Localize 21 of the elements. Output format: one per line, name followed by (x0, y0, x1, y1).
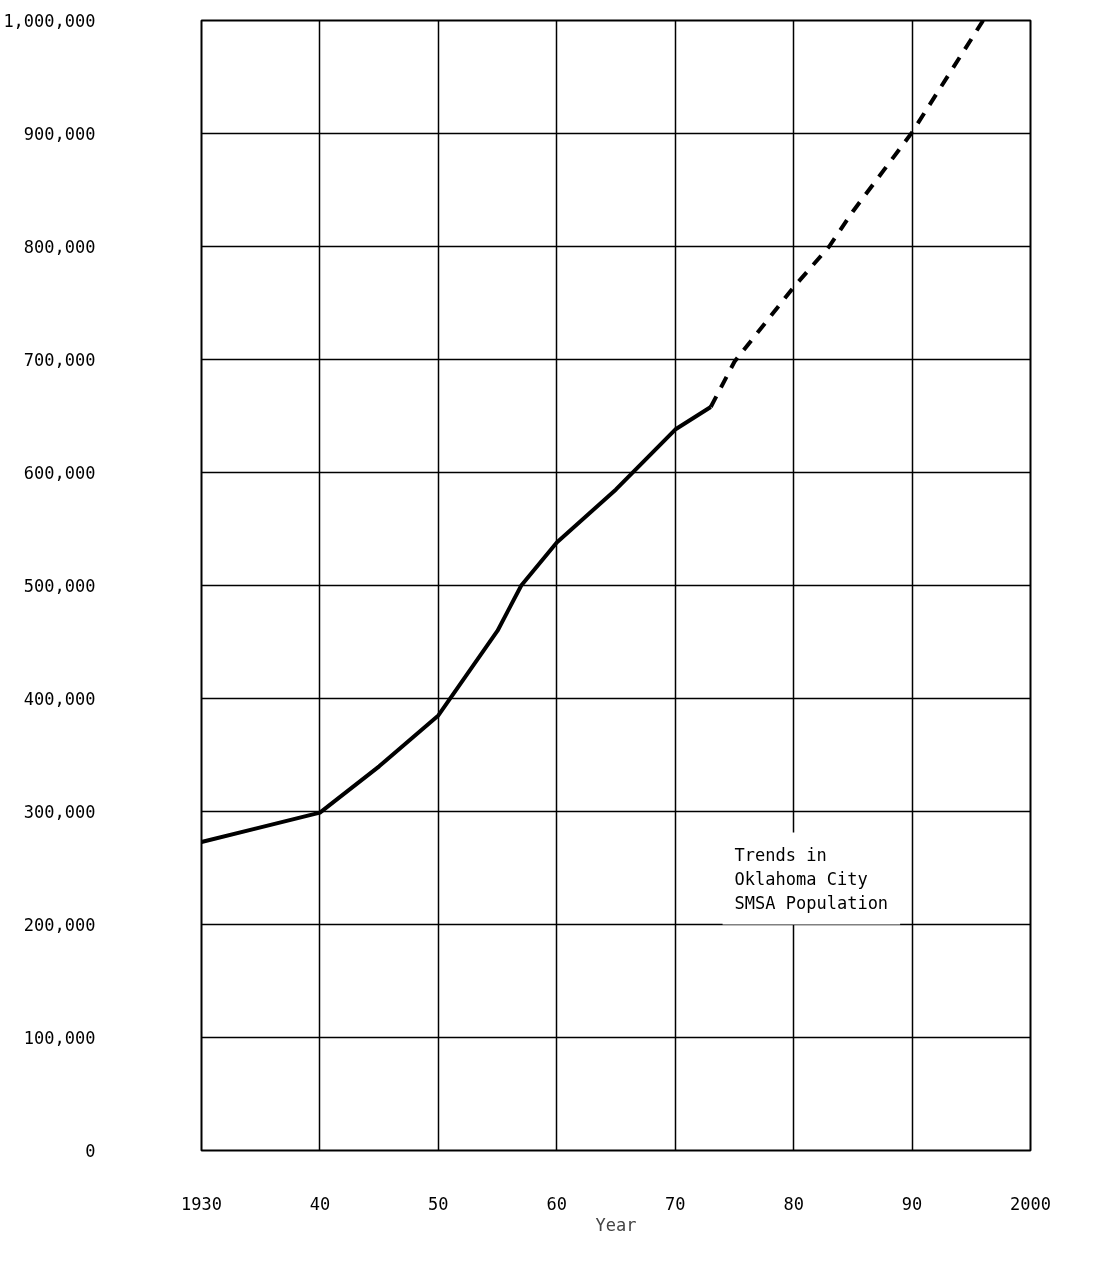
x-tick-label: 70 (664, 1193, 686, 1214)
y-tick-label: 900,000 (23, 124, 96, 144)
y-tick-label: 100,000 (23, 1028, 96, 1048)
annotation: Trends in Oklahoma City SMSA Population (734, 844, 889, 913)
y-tick-label: 800,000 (23, 237, 96, 257)
x-tick-label: 60 (546, 1193, 568, 1214)
x-tick-label: 50 (428, 1193, 449, 1214)
x-tick-label: 80 (783, 1193, 804, 1214)
y-tick-label: 600,000 (23, 463, 96, 483)
y-tick-label: 400,000 (23, 689, 96, 709)
x-axis-title: Year (595, 1214, 637, 1235)
y-tick-label: 500,000 (23, 576, 96, 596)
x-tick-label: 1930 (181, 1193, 222, 1214)
y-tick-label: 700,000 (23, 350, 96, 370)
y-tick-label: 1,000,000 (3, 11, 96, 31)
x-tick-label: 90 (901, 1193, 923, 1214)
y-tick-label: 200,000 (23, 915, 96, 935)
x-tick-label: 2000 (1010, 1193, 1051, 1214)
x-tick-label: 40 (309, 1193, 331, 1214)
y-tick-label: 300,000 (23, 802, 96, 822)
y-tick-label: 0 (85, 1141, 96, 1161)
